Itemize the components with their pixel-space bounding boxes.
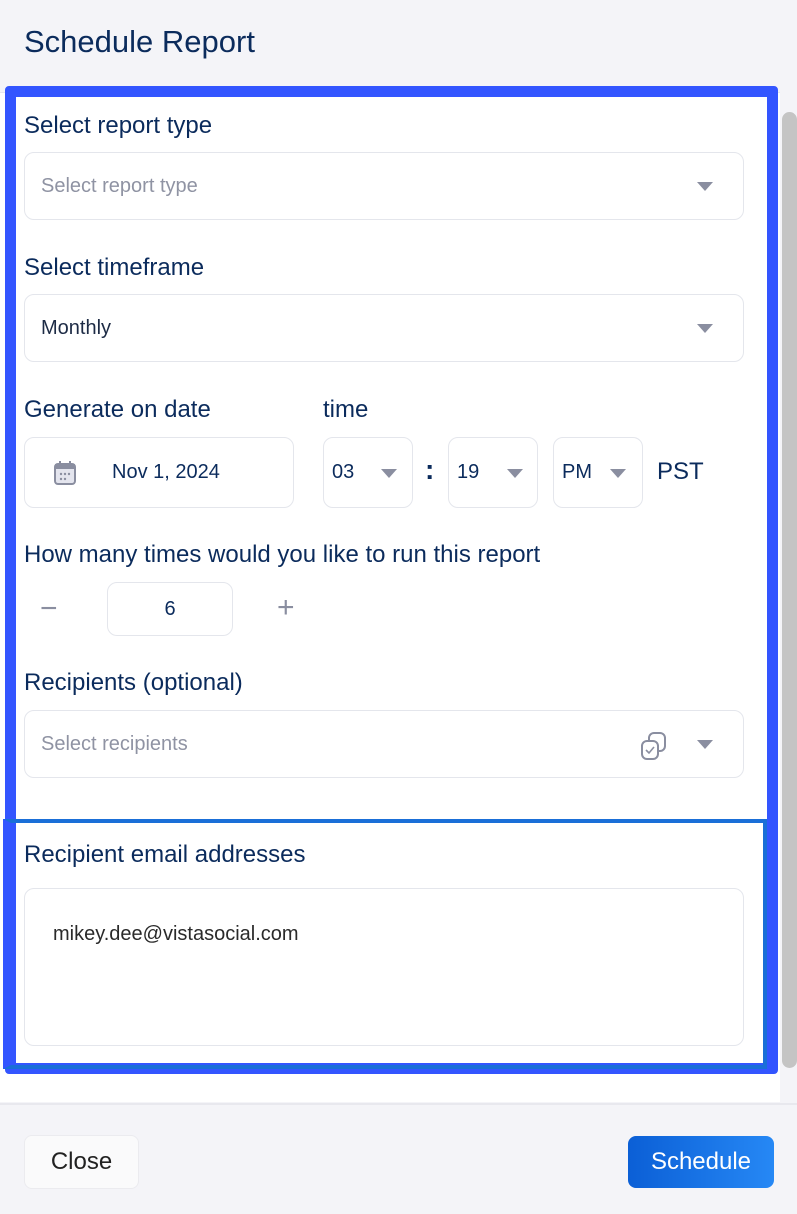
chevron-down-icon [697, 740, 713, 749]
timezone-label: PST [657, 458, 704, 485]
dialog-title: Schedule Report [24, 24, 255, 59]
close-button[interactable]: Close [24, 1135, 139, 1189]
timeframe-select[interactable]: Monthly [24, 294, 744, 362]
runs-label: How many times would you like to run thi… [24, 541, 541, 568]
date-picker[interactable]: Nov 1, 2024 [24, 437, 294, 508]
chevron-down-icon [610, 469, 626, 478]
scrollbar[interactable] [782, 112, 797, 1068]
emails-textarea[interactable]: mikey.dee@vistasocial.com [24, 888, 744, 1046]
date-value: Nov 1, 2024 [112, 461, 220, 483]
meridiem-value: PM [562, 461, 592, 483]
time-separator: : [425, 454, 435, 485]
timeframe-label: Select timeframe [24, 254, 205, 281]
chevron-down-icon [381, 469, 397, 478]
date-label: Generate on date [24, 396, 211, 423]
calendar-icon [54, 461, 76, 485]
emails-label: Recipient email addresses [24, 841, 306, 868]
chevron-down-icon [507, 469, 523, 478]
minute-select[interactable]: 19 [448, 437, 538, 508]
increment-button[interactable]: + [277, 591, 295, 624]
chevron-down-icon [697, 182, 713, 191]
chevron-down-icon [697, 324, 713, 333]
time-label: time [323, 396, 369, 423]
schedule-button[interactable]: Schedule [628, 1136, 774, 1188]
minute-value: 19 [457, 461, 480, 483]
report-type-label: Select report type [24, 112, 213, 139]
decrement-button[interactable]: − [40, 592, 58, 625]
hour-value: 03 [332, 461, 355, 483]
meridiem-select[interactable]: PM [553, 437, 643, 508]
runs-input[interactable]: 6 [107, 582, 233, 636]
recipients-label: Recipients (optional) [24, 669, 243, 696]
email-value: mikey.dee@vistasocial.com [53, 923, 299, 945]
hour-select[interactable]: 03 [323, 437, 413, 508]
select-all-icon[interactable] [640, 731, 668, 761]
timeframe-value: Monthly [41, 317, 112, 339]
report-type-select[interactable]: Select report type [24, 152, 744, 220]
report-type-placeholder: Select report type [41, 175, 198, 197]
recipients-select[interactable]: Select recipients [24, 710, 744, 778]
recipients-placeholder: Select recipients [41, 733, 188, 755]
